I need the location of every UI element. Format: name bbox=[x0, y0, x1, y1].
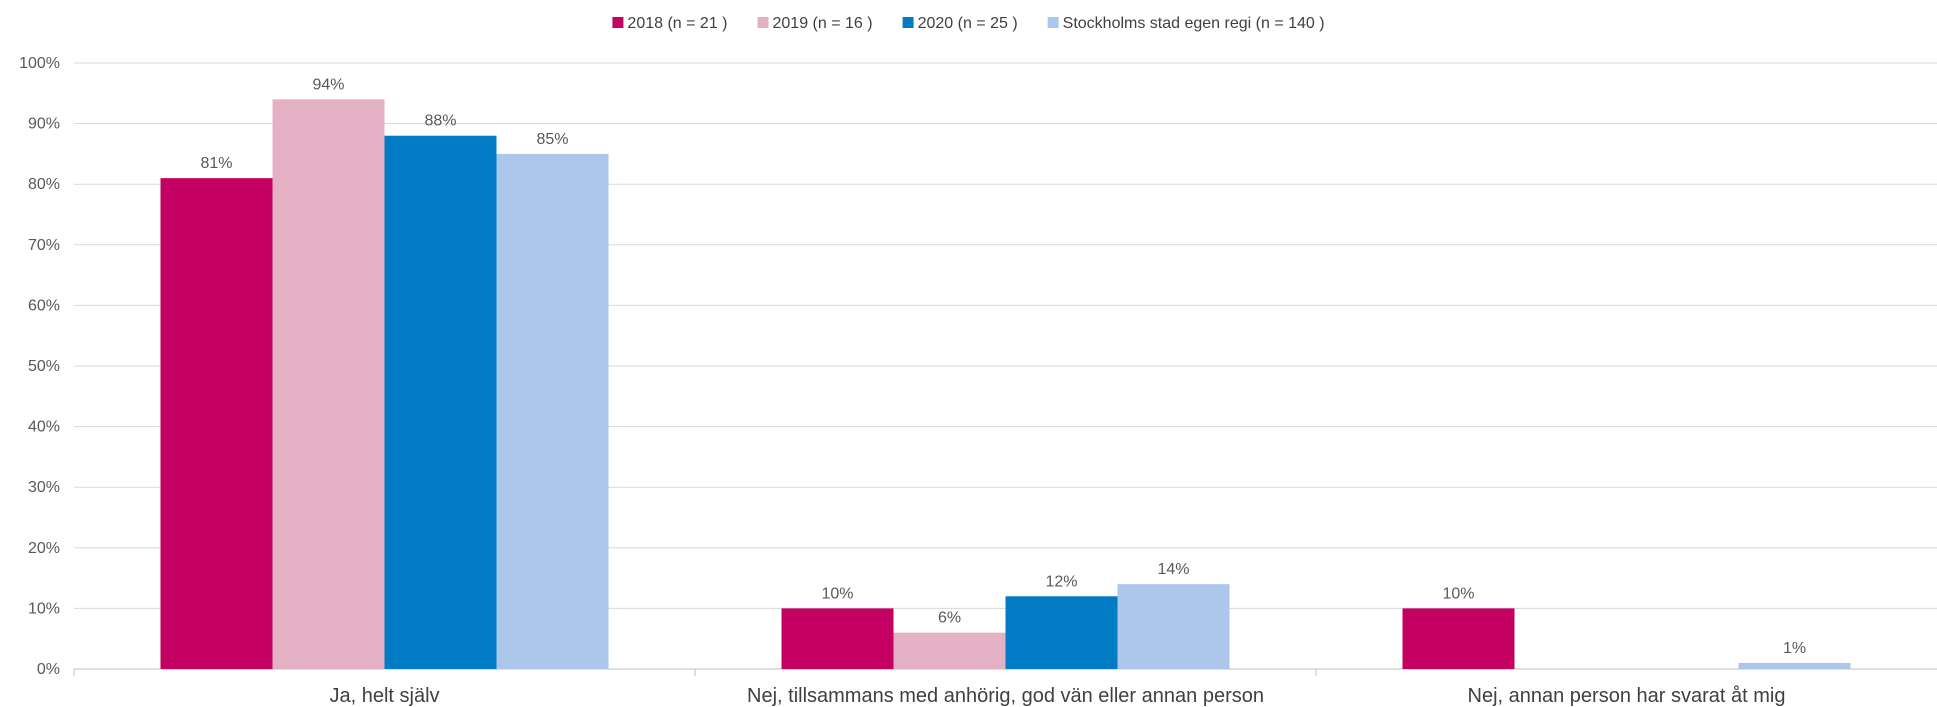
data-label: 12% bbox=[1045, 573, 1077, 590]
data-label: 10% bbox=[1442, 585, 1474, 602]
data-label: 6% bbox=[938, 610, 961, 627]
y-tick-label: 90% bbox=[28, 116, 60, 133]
legend-label: 2018 (n = 21 ) bbox=[627, 15, 727, 32]
category-label: Nej, annan person har svarat åt mig bbox=[1468, 685, 1786, 707]
bar bbox=[1738, 662, 1851, 669]
bar bbox=[272, 99, 385, 670]
data-label: 10% bbox=[821, 585, 853, 602]
y-tick-label: 60% bbox=[28, 297, 60, 314]
y-tick-label: 20% bbox=[28, 540, 60, 557]
legend-swatch bbox=[757, 17, 769, 28]
x-axis: Ja, helt själv Nej, tillsammans med anhör… bbox=[73, 669, 1786, 707]
bar bbox=[1402, 608, 1515, 669]
legend-swatch bbox=[612, 17, 624, 28]
bar bbox=[893, 632, 1006, 669]
y-tick-label: 80% bbox=[28, 176, 60, 193]
data-label: 1% bbox=[1783, 640, 1806, 657]
legend-label: Stockholms stad egen regi (n = 140 ) bbox=[1063, 15, 1325, 32]
y-tick-label: 30% bbox=[28, 479, 60, 496]
y-tick-label: 40% bbox=[28, 419, 60, 436]
bars: 81% 94% 88% 85% 10% 6% 12% 14% 10% 1% bbox=[160, 76, 1851, 670]
data-label: 94% bbox=[312, 76, 344, 93]
data-label: 88% bbox=[424, 113, 456, 130]
bar bbox=[1117, 584, 1230, 669]
y-tick-label: 50% bbox=[28, 358, 60, 375]
y-tick-label: 100% bbox=[19, 55, 60, 72]
bar bbox=[160, 178, 273, 669]
legend: 2018 (n = 21 ) 2019 (n = 16 ) 2020 (n = 25… bbox=[612, 15, 1325, 32]
y-tick-label: 10% bbox=[28, 600, 60, 617]
y-tick-label: 0% bbox=[37, 661, 60, 678]
data-label: 85% bbox=[536, 131, 568, 148]
data-label: 14% bbox=[1157, 561, 1189, 578]
bar bbox=[781, 608, 894, 669]
legend-swatch bbox=[902, 17, 914, 28]
bar bbox=[384, 135, 497, 670]
legend-label: 2019 (n = 16 ) bbox=[773, 15, 873, 32]
bar bbox=[496, 153, 609, 669]
data-label: 81% bbox=[200, 155, 232, 172]
y-tick-label: 70% bbox=[28, 237, 60, 254]
legend-swatch bbox=[1047, 17, 1059, 28]
category-label: Ja, helt själv bbox=[329, 685, 439, 707]
bar bbox=[1005, 596, 1118, 669]
y-axis: 0% 10% 20% 30% 40% 50% 60% 70% 80% 90% 100% bbox=[19, 55, 60, 678]
legend-label: 2020 (n = 25 ) bbox=[918, 15, 1018, 32]
category-label: Nej, tillsammans med anhörig, god vän el… bbox=[747, 685, 1264, 707]
